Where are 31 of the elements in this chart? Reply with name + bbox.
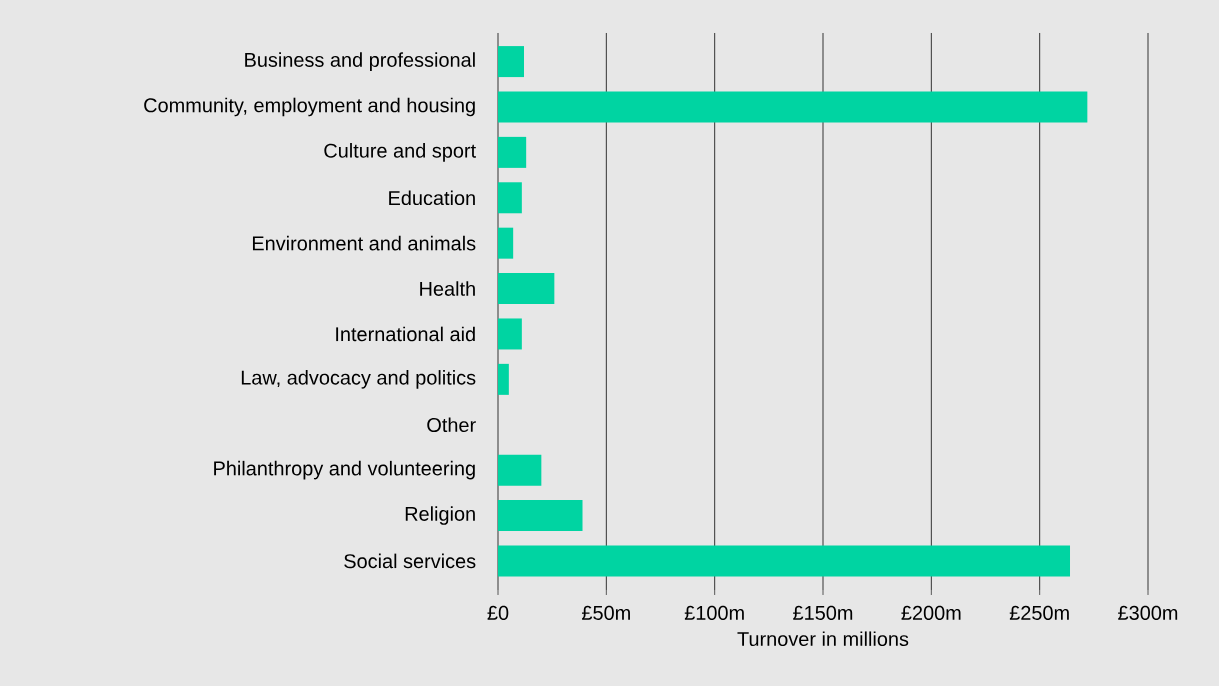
y-tick-label: Community, employment and housing [144, 97, 475, 117]
y-tick-label: Religion [405, 506, 475, 525]
y-tick-label: Social services [344, 553, 476, 569]
bar [498, 136, 527, 168]
y-tick-label: Business and professional [245, 52, 475, 71]
bar [498, 91, 1088, 123]
bar [498, 318, 522, 350]
y-tick-label: Other [427, 417, 476, 433]
bar [498, 227, 514, 259]
y-tick-label: Education [389, 190, 475, 206]
x-tick-label: £100m [684, 605, 744, 620]
bar [498, 273, 555, 305]
y-tick-label: Health [420, 281, 475, 296]
bar [498, 182, 522, 214]
x-tick-label: £50m [581, 605, 630, 620]
y-tick-label: Culture and sport [324, 143, 476, 162]
y-tick-label: International aid [336, 326, 475, 342]
x-tick-label: £0 [487, 605, 509, 620]
bar [498, 545, 1071, 577]
x-tick-label: £200m [901, 605, 961, 620]
bar [498, 500, 583, 532]
x-tick-label: £150m [793, 605, 853, 620]
bar [498, 363, 509, 395]
y-tick-label: Law, advocacy and politics [241, 370, 476, 389]
x-tick-label: £250m [1009, 605, 1069, 620]
bar [498, 46, 525, 78]
x-axis-title: Turnover in millions [737, 631, 909, 647]
y-tick-label: Philanthropy and volunteering [214, 460, 475, 480]
bar [498, 454, 542, 486]
y-tick-label: Environment and animals [252, 235, 476, 251]
x-tick-label: £300m [1118, 605, 1178, 620]
